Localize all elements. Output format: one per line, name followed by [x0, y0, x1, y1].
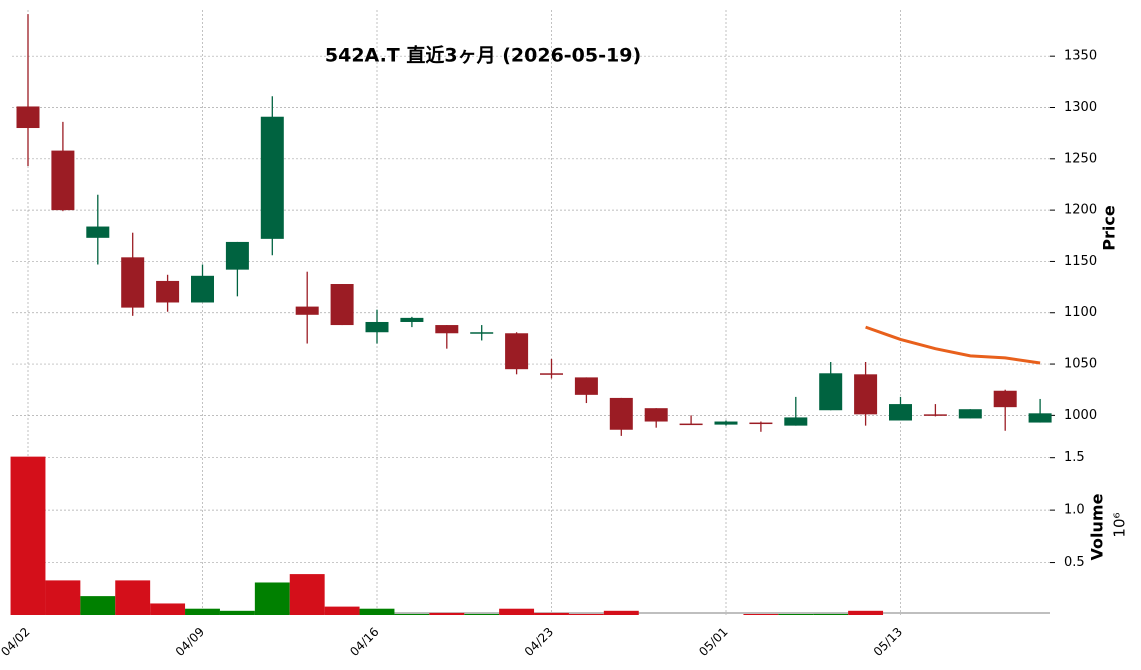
candle-body: [121, 257, 145, 308]
volume-bar: [289, 574, 325, 615]
candle-body: [540, 373, 563, 375]
candle-body: [854, 374, 878, 415]
candle-body: [295, 306, 319, 315]
y-axis-label: Price: [1100, 205, 1119, 251]
x-tick-label: 04/16: [347, 625, 381, 659]
candle-body: [156, 280, 180, 303]
candle-body: [609, 397, 633, 430]
candle-body: [923, 414, 947, 416]
candle-body: [714, 421, 738, 425]
candle-body: [679, 423, 703, 426]
candle-body: [16, 106, 40, 129]
volume-axis-label: Volume: [1088, 493, 1107, 560]
y-tick-label: 1300: [1064, 100, 1097, 115]
volume-bar: [813, 613, 849, 615]
x-tick-label: 05/13: [871, 625, 905, 659]
volume-bar: [359, 608, 395, 615]
volume-tick-label: 0.5: [1064, 555, 1085, 570]
y-tick-label: 1350: [1064, 49, 1097, 64]
y-tick-label: 1050: [1064, 357, 1097, 372]
candle-body: [993, 390, 1017, 408]
candle-body: [958, 409, 982, 419]
volume-unit: 10⁶: [1111, 512, 1129, 537]
volume-bar: [778, 614, 814, 615]
candle-body: [435, 325, 459, 334]
candle-body: [749, 422, 773, 425]
y-tick-label: 1100: [1064, 305, 1097, 320]
volume-bar: [80, 596, 116, 615]
candle-body: [51, 150, 75, 211]
volume-bar: [10, 456, 46, 615]
moving-average-line: [865, 325, 1041, 365]
volume-bar: [429, 612, 465, 615]
volume-bar: [324, 606, 360, 615]
candle-body: [784, 417, 808, 426]
x-tick-label: 05/01: [696, 625, 730, 659]
candle-body: [819, 373, 843, 411]
candle-body: [644, 408, 668, 422]
volume-bar: [848, 610, 884, 615]
volume-bar: [743, 614, 779, 615]
candle-body: [400, 317, 424, 322]
volume-bar: [45, 580, 81, 615]
y-tick-label: 1150: [1064, 254, 1097, 269]
volume-bar: [499, 608, 535, 615]
volume-bar: [464, 613, 500, 615]
candle-body: [1028, 413, 1052, 423]
volume-bar: [603, 610, 639, 615]
volume-bar: [394, 613, 430, 615]
y-tick-label: 1250: [1064, 151, 1097, 166]
volume-bar: [185, 608, 220, 615]
candle-body: [574, 377, 598, 395]
candle-body: [505, 333, 529, 370]
candle-body: [330, 284, 354, 326]
volume-bar: [254, 582, 290, 615]
y-tick-label: 1200: [1064, 203, 1097, 218]
volume-bar: [534, 612, 569, 615]
volume-tick-label: 1.0: [1064, 503, 1085, 518]
y-tick-label: 1000: [1064, 408, 1097, 423]
candle-body: [365, 321, 389, 333]
candle-body: [470, 332, 494, 334]
candle-body: [260, 116, 284, 239]
volume-bar: [219, 610, 255, 615]
candle-body: [225, 241, 249, 270]
x-tick-label: 04/02: [0, 625, 33, 659]
candle-body: [86, 226, 110, 238]
chart-title: 542A.T 直近3ヶ月 (2026-05-19): [325, 44, 641, 67]
candle-body: [889, 404, 912, 421]
volume-tick-label: 1.5: [1064, 450, 1085, 465]
candle-body: [191, 275, 214, 303]
volume-bar: [115, 580, 151, 615]
volume-bar: [568, 613, 604, 615]
volume-bar: [150, 603, 186, 615]
x-tick-label: 04/09: [173, 625, 207, 659]
x-tick-label: 04/23: [522, 625, 556, 659]
